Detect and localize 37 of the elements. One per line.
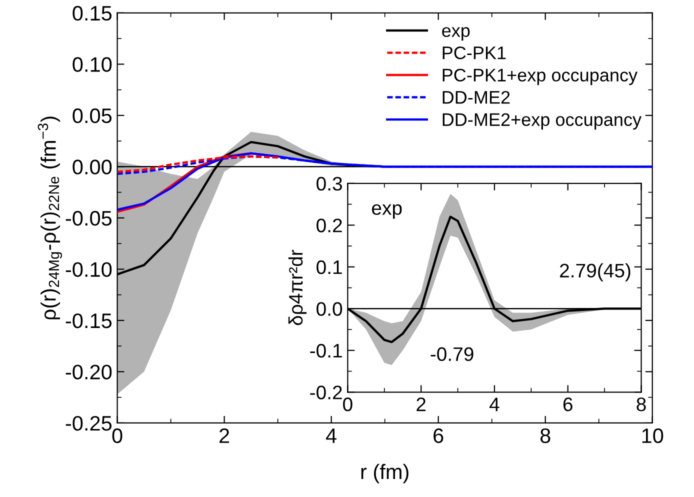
annotation: -0.79 <box>430 347 474 362</box>
y-axis-title: δρ4πr²dr <box>288 250 307 326</box>
y-tick-label: 0.00 <box>72 160 112 174</box>
x-tick-label: 8 <box>540 428 550 444</box>
legend-label: exp <box>442 27 470 41</box>
y-tick-label: 0.1 <box>316 260 342 274</box>
legend-label: DD-ME2 <box>442 90 510 104</box>
x-tick-label: 4 <box>490 398 500 412</box>
y-tick-label: 0.15 <box>72 6 112 21</box>
y-tick-label: -0.25 <box>66 416 112 431</box>
x-tick-label: 0 <box>343 398 352 412</box>
y-tick-label: 0.3 <box>316 176 342 191</box>
y-tick-label: -0.1 <box>310 344 342 358</box>
y-tick-label: -0.2 <box>310 386 342 400</box>
x-tick-label: 2 <box>220 428 230 443</box>
annotation: exp <box>372 204 402 219</box>
x-tick-label: 0 <box>112 428 122 444</box>
x-tick-label: 6 <box>434 428 444 444</box>
y-tick-label: 0.05 <box>72 108 112 124</box>
annotation: 2.79(45) <box>560 263 630 282</box>
x-tick-label: 2 <box>416 398 426 412</box>
y-tick-label: -0.20 <box>66 364 112 380</box>
y-axis-title: ρ(r)$_{24Mg}$-ρ(r)$_{22Ne}$ (fm$^{−3}$) <box>38 116 62 320</box>
y-tick-label: -0.15 <box>66 313 112 328</box>
x-axis-title: r (fm) <box>361 464 408 484</box>
y-tick-label: -0.10 <box>66 262 112 277</box>
x-tick-label: 10 <box>642 428 664 444</box>
x-tick-label: 6 <box>563 398 572 412</box>
y-tick-label: 0.2 <box>316 218 342 232</box>
x-tick-label: 4 <box>326 428 336 443</box>
legend-label: PC-PK1+exp occupancy <box>442 68 638 86</box>
y-tick-label: -0.05 <box>66 210 112 226</box>
y-tick-label: 0.0 <box>316 302 342 316</box>
y-tick-label: 0.10 <box>72 57 112 72</box>
legend-label: DD-ME2+exp occupancy <box>442 113 642 130</box>
x-tick-label: 8 <box>636 398 646 412</box>
legend-label: PC-PK1 <box>442 46 506 60</box>
